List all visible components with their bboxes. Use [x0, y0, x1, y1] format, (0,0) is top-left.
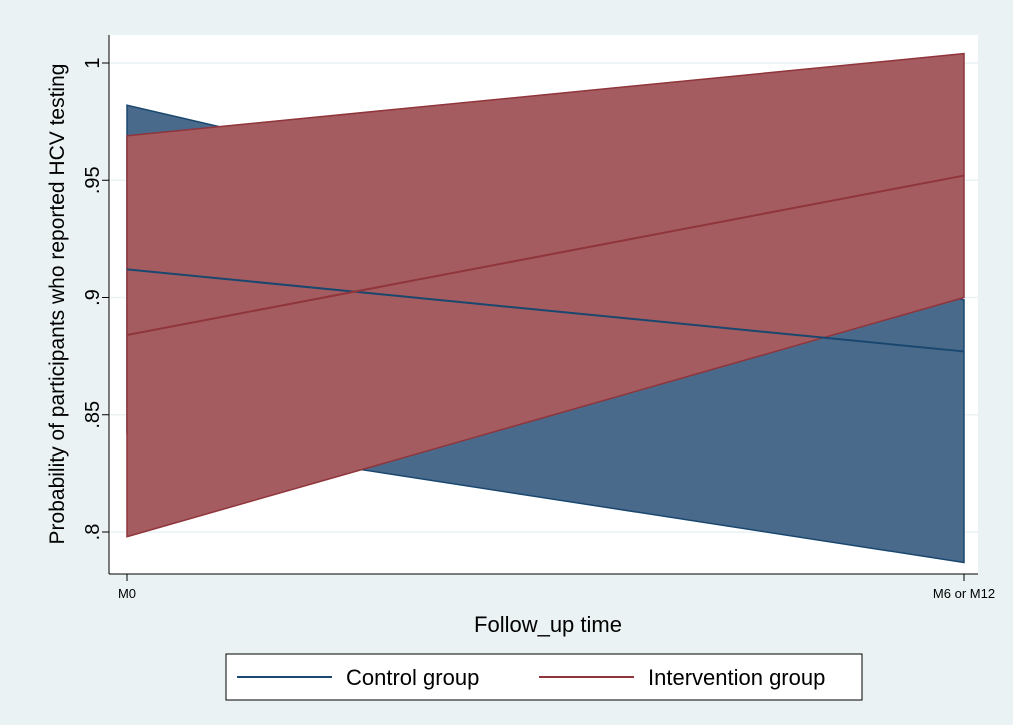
series-line-intervention — [126, 174, 965, 337]
y-tick-label-2: .9 — [82, 289, 104, 306]
ci-band-intervention — [126, 52, 965, 538]
y-tick-label-3: .95 — [82, 166, 104, 194]
axes: .8 .85 .9 .95 1 M0 M6 or M12 — [82, 35, 995, 601]
series-lines — [126, 174, 965, 353]
series-line-control — [126, 268, 965, 353]
legend-label-intervention: Intervention group — [648, 665, 825, 690]
confidence-bands — [126, 52, 965, 564]
y-tick-label-4: 1 — [82, 57, 104, 68]
x-tick-label-0: M0 — [118, 586, 136, 601]
y-axis-label: Probability of participants who reported… — [46, 64, 69, 545]
legend: Control group Intervention group — [225, 653, 863, 701]
x-tick-label-1: M6 or M12 — [933, 586, 995, 601]
legend-label-control: Control group — [346, 665, 479, 690]
y-tick-label-1: .85 — [82, 401, 104, 429]
y-tick-label-0: .8 — [82, 524, 104, 541]
x-axis-label: Follow_up time — [474, 612, 622, 637]
